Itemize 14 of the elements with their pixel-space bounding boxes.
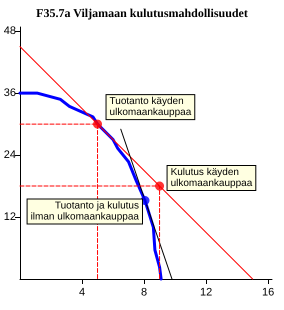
x-tick-label: 8: [141, 286, 148, 298]
annotation: Kulutus käyden ulkomaankauppaa: [170, 167, 253, 190]
x-tick-label: 16: [262, 286, 274, 298]
y-tick-label: 12: [4, 211, 16, 224]
point: [93, 120, 102, 129]
x-tick-label: 12: [200, 286, 212, 298]
y-tick-label: 24: [4, 149, 16, 162]
x-tick-label: 4: [78, 286, 86, 298]
y-tick-label: 48: [4, 25, 16, 38]
y-tick-label: 36: [4, 87, 16, 100]
annotation: Tuotanto ja kulutus ilman ulkomaankauppaa: [30, 200, 140, 223]
chart-title: F35.7a Viljamaan kulutusmahdollisuudet: [36, 6, 248, 20]
point: [155, 182, 164, 191]
annotation: Tuotanto käyden ulkomaankauppaa: [110, 96, 192, 118]
